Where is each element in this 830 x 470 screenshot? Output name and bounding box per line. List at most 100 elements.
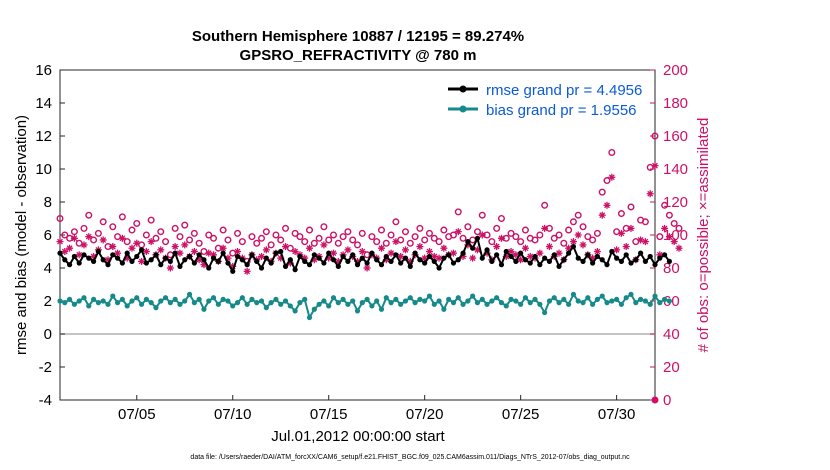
y2-tick-label: 0 (663, 392, 671, 409)
series-point-1 (182, 298, 188, 304)
series-point-0 (638, 250, 644, 256)
series-point-0 (57, 250, 63, 256)
series-point-0 (278, 248, 284, 255)
series-point-0 (537, 262, 543, 268)
obs-possible-point (579, 223, 587, 231)
y-tick-label: 0 (44, 326, 52, 343)
obs-possible-point (661, 201, 669, 209)
obs-possible-point (248, 233, 256, 241)
x-tick-label: 07/30 (598, 406, 636, 423)
y-tick-label: 14 (35, 95, 52, 112)
obs-assimilated-point (517, 256, 525, 264)
obs-possible-point (315, 234, 323, 242)
obs-assimilated-point (291, 248, 299, 255)
obs-possible-point (574, 211, 582, 219)
series-point-0 (652, 262, 658, 268)
series-point-1 (326, 303, 332, 309)
series-point-1 (465, 298, 471, 304)
series-point-1 (201, 306, 207, 312)
series-point-0 (503, 248, 509, 255)
right-axis-zero-marker (651, 396, 659, 404)
y2-tick-label: 120 (663, 194, 688, 211)
series-point-0 (249, 252, 255, 258)
y-tick-label: 8 (44, 194, 52, 211)
series-point-0 (513, 258, 519, 264)
obs-assimilated-point (157, 246, 165, 254)
series-point-1 (71, 301, 77, 307)
y-tick-label: 6 (44, 227, 52, 244)
obs-possible-point (560, 239, 568, 247)
obs-assimilated-point (574, 231, 582, 239)
series-point-1 (321, 298, 327, 304)
footnote: data file: /Users/raeder/DAI/ATM_forcXX/… (190, 454, 630, 461)
obs-possible-point (339, 233, 347, 241)
obs-assimilated-point (651, 162, 659, 170)
x-axis-label: Jul.01,2012 00:00:00 start (271, 428, 445, 445)
series-point-0 (86, 255, 92, 261)
obs-possible-point (550, 234, 558, 242)
series-point-0 (604, 262, 610, 268)
series-point-1 (359, 300, 365, 306)
obs-possible-point (133, 219, 141, 227)
series-point-0 (551, 252, 557, 258)
series-point-0 (311, 252, 317, 258)
obs-assimilated-point (536, 249, 544, 257)
series-point-1 (316, 301, 322, 307)
series-point-0 (585, 252, 591, 258)
series-point-1 (158, 298, 164, 304)
series-point-1 (162, 295, 169, 301)
series-point-1 (585, 295, 591, 301)
obs-possible-point (344, 228, 352, 236)
obs-assimilated-point (545, 243, 553, 251)
series-point-0 (239, 257, 245, 263)
series-point-1 (81, 295, 87, 301)
obs-assimilated-point (478, 231, 486, 239)
series-point-1 (311, 306, 317, 312)
obs-assimilated-point (440, 244, 448, 252)
series-point-0 (354, 262, 361, 268)
y2-tick-label: 20 (663, 359, 680, 376)
obs-assimilated-point (166, 264, 174, 272)
chart-title: Southern Hemisphere 10887 / 12195 = 89.2… (192, 28, 524, 45)
obs-assimilated-point (469, 254, 477, 262)
series-point-0 (412, 250, 418, 256)
series-point-0 (153, 252, 159, 258)
series-point-0 (661, 252, 668, 258)
obs-assimilated-point (493, 243, 501, 251)
series-point-1 (282, 298, 289, 304)
series-point-0 (287, 257, 293, 263)
obs-possible-point (416, 224, 424, 232)
obs-possible-point (272, 231, 280, 239)
obs-possible-point (310, 239, 318, 247)
series-point-0 (590, 260, 596, 266)
series-point-1 (446, 296, 452, 302)
series-point-1 (436, 298, 442, 304)
series-point-1 (354, 308, 361, 314)
series-point-0 (263, 255, 269, 261)
series-point-0 (182, 257, 188, 263)
legend-rmse-label: rmse grand pr = 4.4956 (486, 82, 642, 99)
obs-possible-point (627, 203, 635, 211)
series-point-1 (580, 300, 586, 306)
series-point-1 (105, 301, 111, 307)
y2-tick-label: 40 (663, 326, 680, 343)
obs-possible-point (435, 238, 443, 246)
obs-possible-point (70, 228, 78, 236)
chart-subtitle: GPSRO_REFRACTIVITY @ 780 m (240, 47, 477, 64)
obs-assimilated-point (617, 229, 625, 237)
series-point-1 (566, 301, 572, 307)
series-point-1 (369, 303, 375, 309)
series-point-0 (167, 258, 173, 264)
series-point-0 (172, 250, 178, 256)
obs-possible-point (425, 229, 433, 237)
obs-possible-point (123, 238, 131, 246)
obs-possible-point (531, 236, 539, 244)
series-point-1 (431, 301, 437, 307)
series-point-1 (57, 298, 63, 304)
obs-possible-point (109, 223, 117, 231)
obs-assimilated-point (377, 244, 385, 252)
series-point-1 (110, 293, 116, 299)
series-point-0 (474, 235, 481, 241)
obs-possible-point (512, 233, 520, 241)
obs-possible-point (325, 236, 333, 244)
